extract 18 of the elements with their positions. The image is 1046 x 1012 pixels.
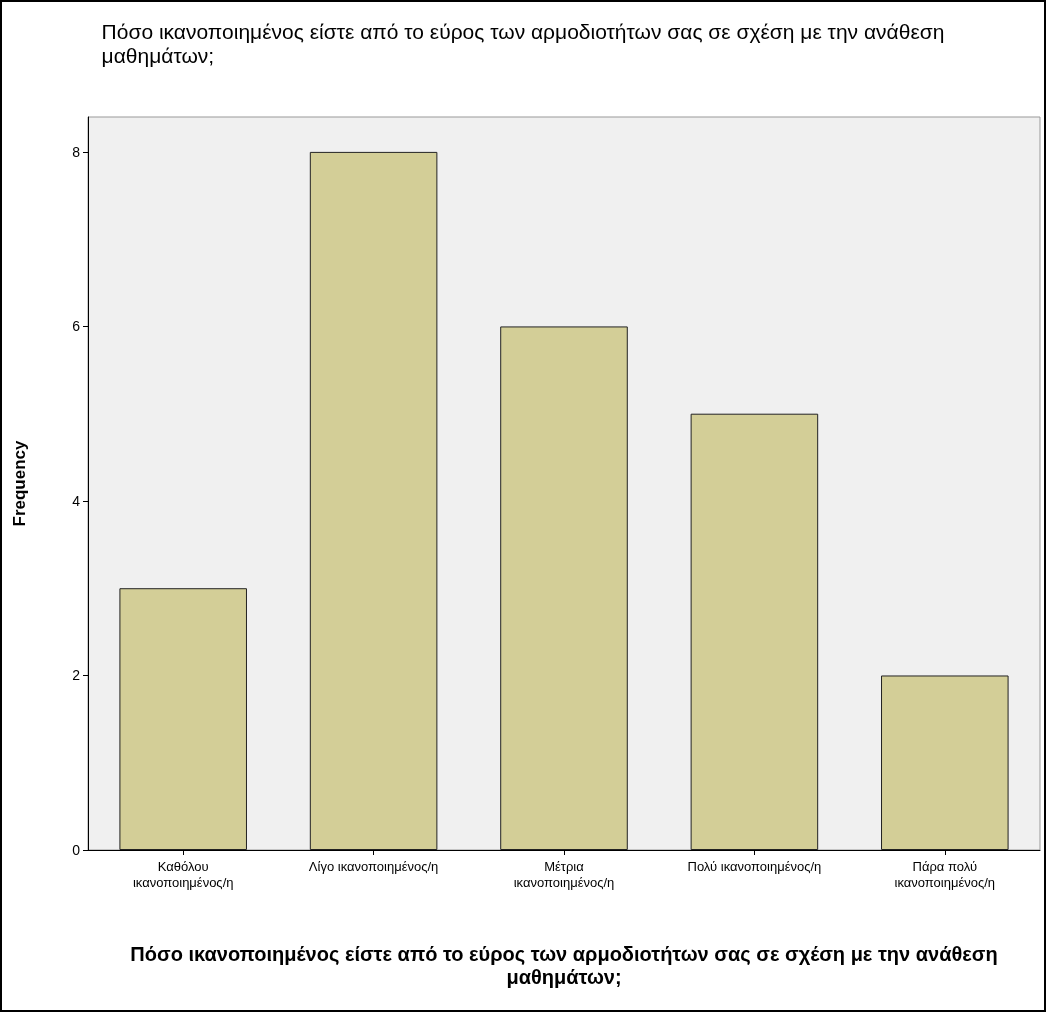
bar <box>690 413 819 850</box>
bar <box>119 588 247 850</box>
bar <box>309 151 438 850</box>
y-tick-label: 6 <box>72 318 81 335</box>
x-tick-label: Μέτρια ικανοποιημένος/η <box>513 858 615 890</box>
bar <box>881 675 1009 850</box>
y-tick-label: 0 <box>72 842 81 858</box>
x-tick-label: Πολύ ικανοποιημένος/η <box>687 858 822 874</box>
x-tick-label: Καθόλου ικανοποιημένος/η <box>132 858 234 890</box>
y-axis-title: Frequency <box>10 439 29 527</box>
x-tick-label: Λίγο ικανοποιημένος/η <box>308 858 439 874</box>
y-tick-label: 4 <box>72 492 81 509</box>
y-tick-label: 2 <box>72 667 81 684</box>
y-tick-label: 8 <box>72 143 81 160</box>
bar <box>500 326 628 850</box>
x-tick-label: Πάρα πολύ ικανοποιημένος/η <box>894 858 996 890</box>
x-axis-title: Πόσο ικανοποιημένος είστε από το εύρος των αρμοδιοτήτων σας σε σχέση με την ανάθεση μαθημάτων; <box>130 942 998 988</box>
chart-title: Πόσο ικανοποιημένος είστε από το εύρος των αρμοδιοτήτων σας σε σχέση με την ανάθεση μαθημάτων; <box>101 19 945 67</box>
